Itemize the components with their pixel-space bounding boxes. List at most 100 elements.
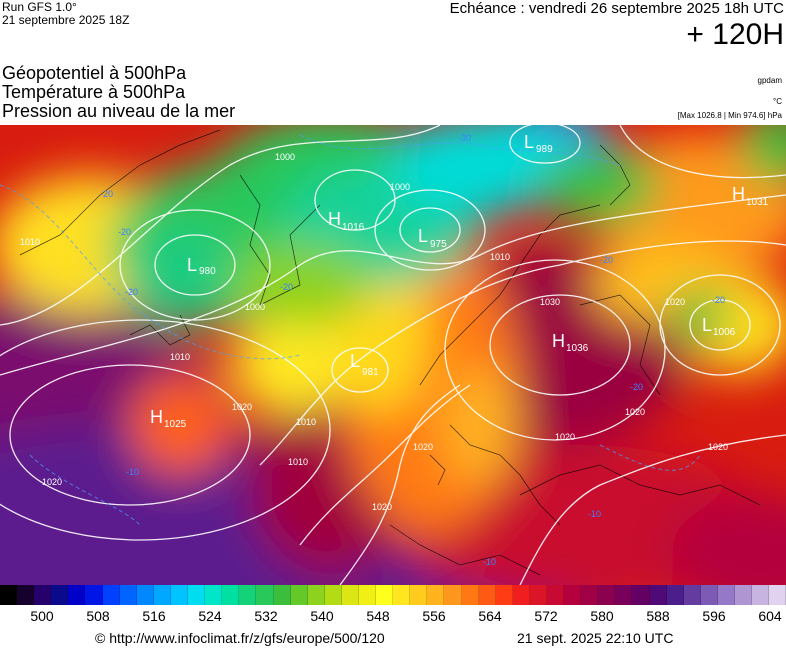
svg-text:1030: 1030 (540, 297, 560, 307)
generation-timestamp: 21 sept. 2025 22:10 UTC (517, 630, 674, 646)
color-scale-swatch (222, 585, 240, 605)
svg-text:-20: -20 (630, 382, 643, 392)
svg-text:1025: 1025 (164, 419, 187, 430)
svg-text:1031: 1031 (746, 197, 769, 208)
title-pressure: Pression au niveau de la mer (2, 101, 236, 121)
low-pressure-center: L 1006 (702, 315, 736, 338)
color-scale-swatch (410, 585, 428, 605)
svg-text:1010: 1010 (490, 252, 510, 262)
color-scale-label: 580 (590, 608, 614, 624)
color-scale-swatch (239, 585, 257, 605)
svg-text:-10: -10 (588, 509, 601, 519)
svg-text:1020: 1020 (665, 297, 685, 307)
color-scale-swatch (683, 585, 701, 605)
color-scale-label: 524 (198, 608, 222, 624)
color-scale-swatch (529, 585, 547, 605)
high-pressure-center: H 1036 (552, 331, 589, 354)
color-scale-swatch (119, 585, 137, 605)
unit-celsius: °C (773, 97, 782, 106)
color-scale-swatch (512, 585, 530, 605)
svg-text:L: L (418, 226, 428, 246)
color-scale-label: 532 (254, 608, 278, 624)
color-scale-swatch (581, 585, 599, 605)
svg-text:1010: 1010 (170, 352, 190, 362)
color-scale-swatch (769, 585, 786, 605)
pressure-centers: L 989 H 1031 H 1016 L 975 L 980 L 1006 H 1036 L… (150, 132, 769, 430)
svg-text:1010: 1010 (296, 417, 316, 427)
svg-text:L: L (524, 132, 534, 152)
svg-text:H: H (328, 209, 341, 229)
color-scale-swatch (153, 585, 171, 605)
svg-text:-20: -20 (600, 255, 613, 265)
svg-text:980: 980 (199, 266, 216, 277)
color-scale-label: 548 (366, 608, 390, 624)
color-scale-swatch (136, 585, 154, 605)
svg-text:-10: -10 (483, 557, 496, 567)
isotherms (0, 134, 701, 526)
color-scale-swatch (307, 585, 325, 605)
run-date: 21 septembre 2025 18Z (2, 13, 130, 27)
color-scale-swatch (478, 585, 496, 605)
color-scale-label: 588 (646, 608, 670, 624)
geopotential-field (0, 125, 786, 585)
svg-text:-20: -20 (118, 227, 131, 237)
isotherm-labels: -30 -20 -20 -20 -20 -20 -20 -20 -10 -10 … (100, 133, 725, 567)
color-scale-label: 556 (422, 608, 446, 624)
color-scale-swatch (547, 585, 565, 605)
color-scale-swatch (205, 585, 223, 605)
color-scale-swatch (273, 585, 291, 605)
color-scale-swatch (376, 585, 394, 605)
forecast-time: Echéance : vendredi 26 septembre 2025 18… (449, 0, 784, 17)
high-pressure-center: H 1031 (732, 184, 769, 208)
run-label: Run GFS 1.0° (2, 0, 77, 14)
color-scale-swatch (102, 585, 120, 605)
color-scale-swatch (461, 585, 479, 605)
low-pressure-center: L 989 (524, 132, 553, 155)
color-scale-swatch (341, 585, 359, 605)
color-scale-swatch (0, 585, 18, 605)
color-scale-swatch (632, 585, 650, 605)
color-scale-swatch (68, 585, 86, 605)
svg-text:H: H (732, 184, 745, 204)
color-scale-swatch (290, 585, 308, 605)
svg-text:1020: 1020 (625, 407, 645, 417)
color-scale-swatch (495, 585, 513, 605)
color-scale-swatch (393, 585, 411, 605)
svg-text:1020: 1020 (555, 432, 575, 442)
svg-text:1036: 1036 (566, 343, 589, 354)
color-scale-label: 596 (702, 608, 726, 624)
svg-text:981: 981 (362, 367, 379, 378)
color-scale-swatch (170, 585, 189, 605)
svg-text:1020: 1020 (372, 502, 392, 512)
color-scale-swatch (752, 585, 770, 605)
color-scale-swatch (615, 585, 633, 605)
low-pressure-center: L 980 (187, 255, 216, 277)
svg-text:-30: -30 (458, 133, 471, 143)
color-scale-swatch (666, 585, 684, 605)
color-scale-label: 604 (758, 608, 782, 624)
isobars (0, 125, 786, 585)
color-scale-label: 516 (142, 608, 166, 624)
title-geopotential: Géopotentiel à 500hPa (2, 63, 187, 83)
pressure-max-min: [Max 1026.8 | Min 974.6] hPa (677, 111, 782, 120)
color-scale-swatch (427, 585, 445, 605)
svg-text:L: L (702, 315, 712, 335)
svg-text:1000: 1000 (390, 182, 410, 192)
color-scale (0, 585, 786, 607)
high-pressure-center: H 1016 (328, 209, 365, 233)
svg-text:1020: 1020 (232, 402, 252, 412)
color-scale-swatch (598, 585, 616, 605)
color-scale-swatch (85, 585, 103, 605)
svg-text:-20: -20 (125, 287, 138, 297)
svg-text:-20: -20 (712, 295, 725, 305)
svg-text:1006: 1006 (713, 327, 736, 338)
color-scale-swatch (51, 585, 69, 605)
color-scale-swatch (735, 585, 753, 605)
weather-map: L 989 H 1031 H 1016 L 975 L 980 L 1006 H 1036 L… (0, 125, 786, 585)
source-url: © http://www.infoclimat.fr/z/gfs/europe/… (95, 630, 385, 646)
color-scale-labels: 500 508 516 524 532 540 548 556 564 572 580 588 596 6… (0, 608, 786, 626)
svg-text:1000: 1000 (275, 152, 295, 162)
color-scale-label: 564 (478, 608, 502, 624)
color-scale-swatch (188, 585, 206, 605)
